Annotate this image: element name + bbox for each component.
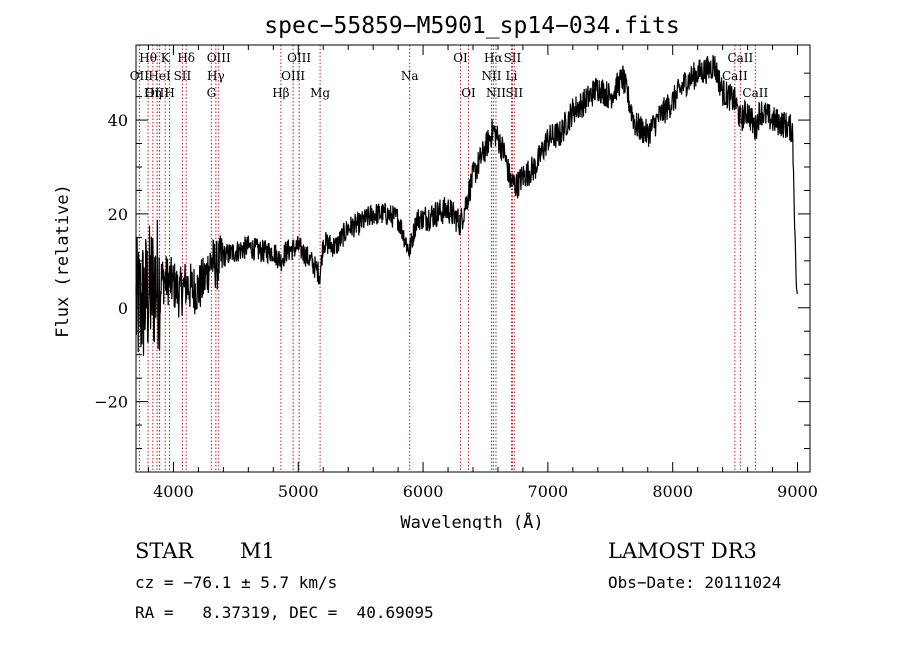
spectral-line-label: Mg (310, 86, 330, 100)
spectral-line-label: OIII (207, 51, 231, 65)
y-tick-label: −20 (94, 393, 128, 412)
spectral-line-label: OIII (145, 86, 169, 100)
spectral-line-label: SII (504, 51, 522, 65)
spectral-line-label: H (164, 86, 174, 100)
y-tick-label: 0 (118, 299, 128, 318)
spectral-line-label: CaII (742, 86, 768, 100)
x-tick-label: 5000 (278, 482, 319, 501)
spectral-line-label: OIII (281, 69, 305, 83)
spectral-line-label: HeI (148, 69, 171, 83)
x-tick-label: 9000 (777, 482, 818, 501)
chart-title: spec−55859−M5901_sp14−034.fits (264, 13, 679, 39)
y-tick-label: 40 (108, 111, 128, 130)
spectral-line-label: CaII (722, 69, 748, 83)
spectral-line-label: CaII (727, 51, 753, 65)
spectral-line-label: Hα (484, 51, 503, 65)
y-tick-label: 20 (108, 205, 128, 224)
spectral-line-label: G (207, 86, 217, 100)
flux-series-line (135, 55, 798, 356)
spectral-line-label: Hη (144, 86, 162, 100)
axis-ticks: 4000 5000 6000 7000 8000 9000 −20 0 20 40 (94, 45, 818, 501)
x-tick-label: 6000 (403, 482, 444, 501)
object-subclass: M1 (240, 539, 275, 563)
x-tick-label: 7000 (528, 482, 569, 501)
spectral-line-label: Hβ (272, 86, 289, 100)
spectral-line-label: Na (401, 69, 419, 83)
spectrum-chart: spec−55859−M5901_sp14−034.fits Hθ OII OIII… (53, 13, 818, 530)
spectral-line-label: NII (481, 69, 501, 83)
spectral-line-label: OI (461, 86, 476, 100)
spectral-line-label: OI (453, 51, 468, 65)
x-axis-label: Wavelength (Å) (400, 511, 543, 530)
x-tick-label: 4000 (153, 482, 194, 501)
spectral-line-markers (138, 45, 756, 472)
spectral-line-label: OIII (287, 51, 311, 65)
coordinates: RA = 8.37319, DEC = 40.69095 (135, 603, 434, 622)
spectral-line-label: OII (130, 69, 150, 83)
spectral-line-label: Li (506, 69, 518, 83)
spectral-line-label: Hθ (139, 51, 157, 65)
spectral-line-label: NII (486, 86, 506, 100)
object-class: STAR (135, 539, 194, 563)
redshift-velocity: cz = −76.1 ± 5.7 km/s (135, 573, 338, 592)
y-axis-label: Flux (relative) (53, 184, 73, 338)
spectral-line-label: SII (505, 86, 523, 100)
spectral-line-label: K (161, 51, 171, 65)
x-tick-label: 8000 (652, 482, 693, 501)
spectral-line-label: Hδ (177, 51, 195, 65)
survey-name: LAMOST DR3 (608, 539, 757, 563)
observation-date: Obs−Date: 20111024 (608, 573, 782, 592)
spectral-line-label: SII (174, 69, 192, 83)
spectral-line-label: Hγ (207, 69, 225, 83)
